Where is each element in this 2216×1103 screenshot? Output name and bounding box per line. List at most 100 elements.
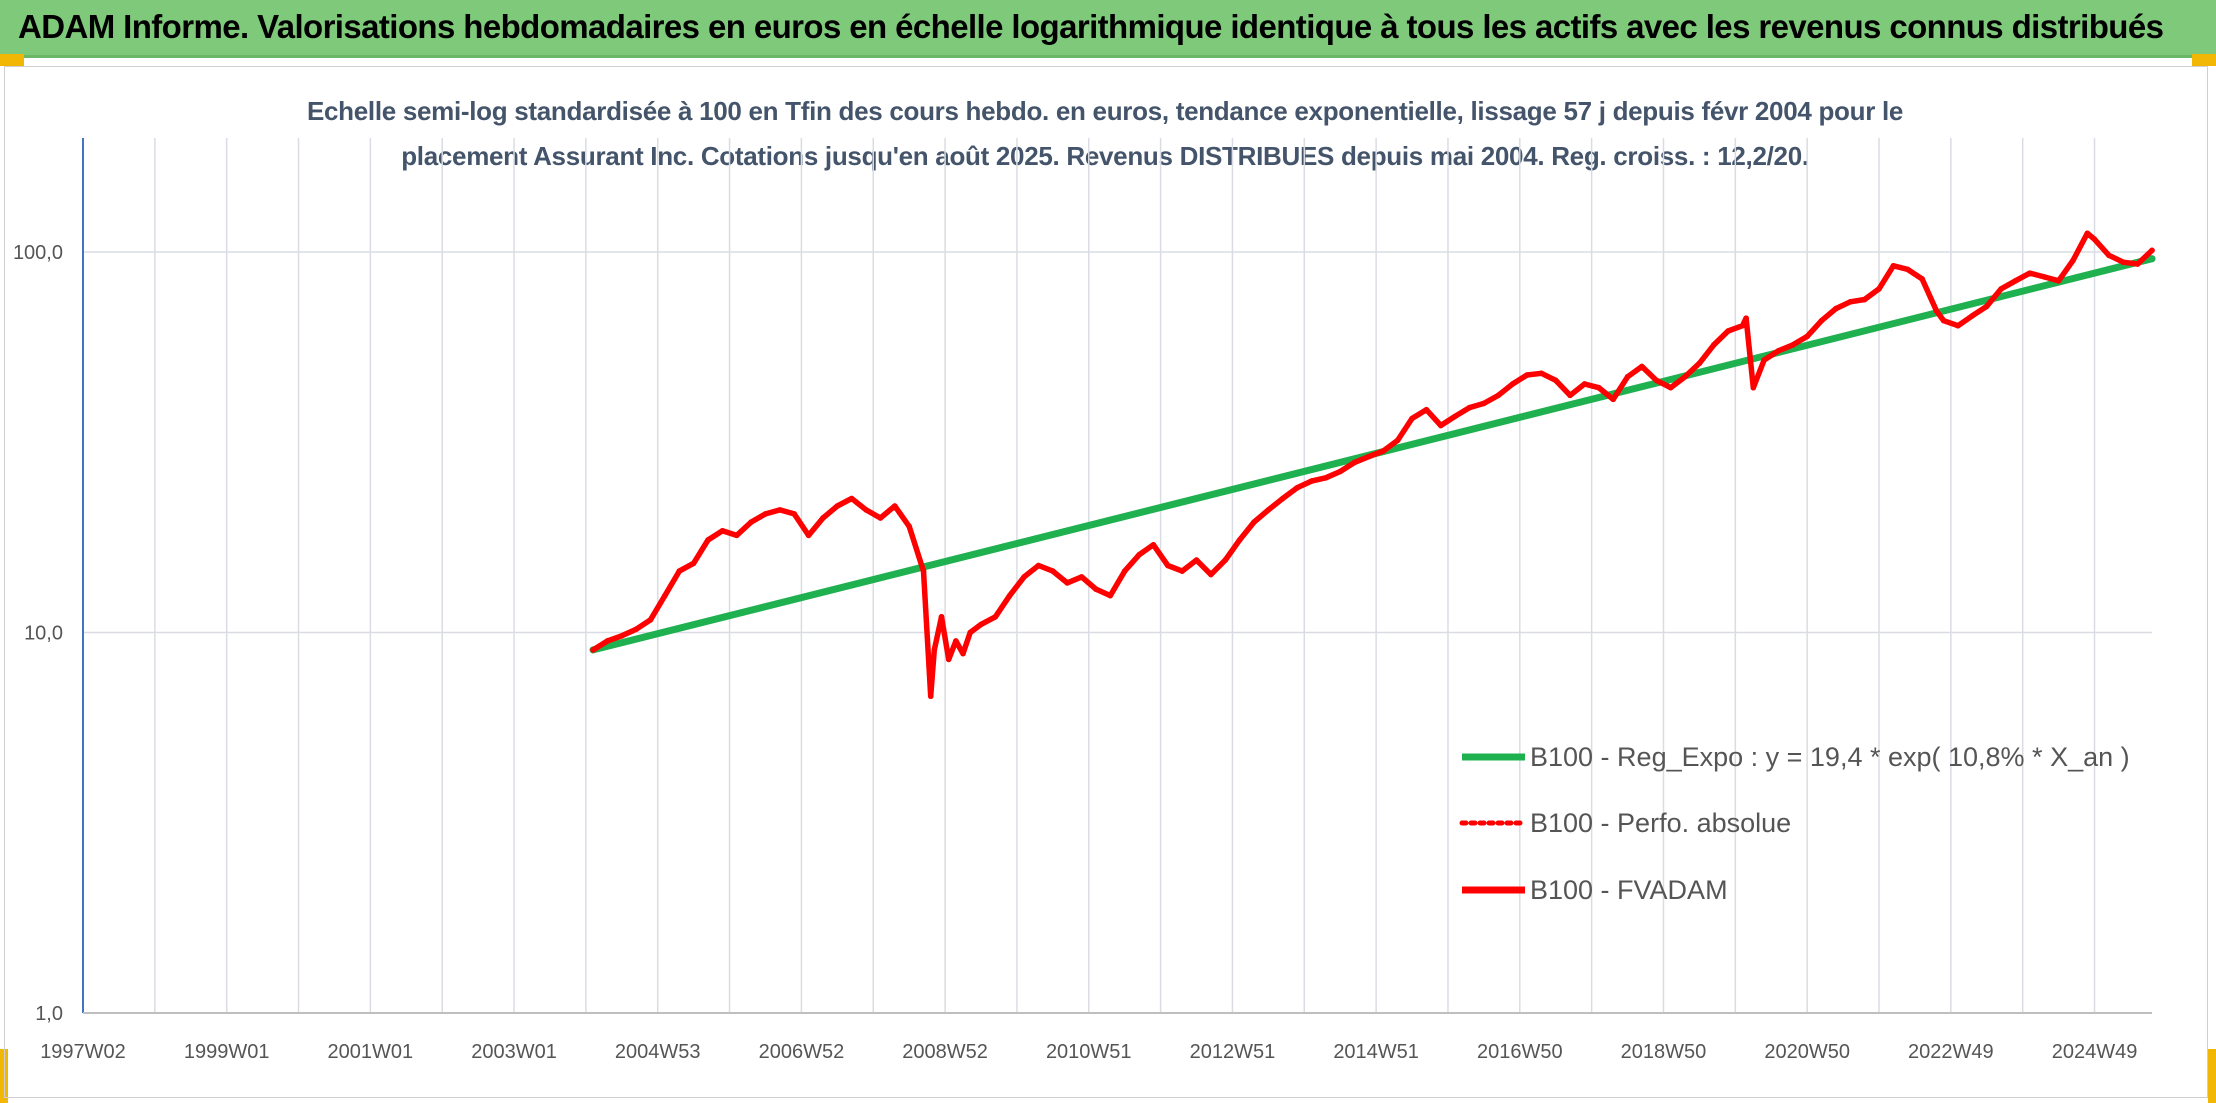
fvadam-point <box>1251 519 1257 525</box>
fvadam-point <box>1265 507 1272 513</box>
fvadam-point <box>1495 392 1502 399</box>
fvadam-point <box>748 519 754 525</box>
fvadam-point <box>992 613 999 620</box>
fvadam-point <box>820 515 826 521</box>
fvadam-point <box>1294 485 1300 491</box>
fvadam-point <box>1581 381 1588 387</box>
fvadam-point <box>2120 259 2127 266</box>
fvadam-point <box>791 511 798 517</box>
x-tick-label: 2024W49 <box>2052 1041 2138 1063</box>
fvadam-point <box>2149 247 2155 254</box>
fvadam-point <box>1739 322 1746 329</box>
fvadam-point <box>891 503 898 509</box>
x-tick-label: 2016W50 <box>1477 1041 1563 1063</box>
fvadam-point <box>1035 562 1042 569</box>
fvadam-point <box>647 616 654 623</box>
fvadam-point <box>1481 400 1487 407</box>
fvadam-point <box>1743 315 1749 321</box>
legend-entry-label: B100 - Reg_Expo : y = 19,4 * exp( 10,8% … <box>1530 742 2130 772</box>
fvadam-point <box>1409 415 1415 422</box>
fvadam-point <box>1624 373 1631 380</box>
x-tick-label: 2018W50 <box>1621 1041 1707 1063</box>
fvadam-point <box>1833 305 1839 312</box>
fvadam-point <box>1955 322 1961 329</box>
chart-title-line-1: Echelle semi-log standardisée à 100 en T… <box>306 96 1904 126</box>
fvadam-point <box>2012 278 2019 284</box>
fvadam-point <box>1761 357 1767 363</box>
fvadam-point <box>906 523 912 530</box>
fvadam-point <box>1818 317 1825 324</box>
y-tick-label: 10,0 <box>24 623 63 645</box>
x-tick-label: 2012W51 <box>1190 1041 1276 1063</box>
fvadam-point <box>1610 396 1616 403</box>
fvadam-point <box>1552 377 1559 384</box>
fvadam-point <box>2055 278 2062 284</box>
corner-handle-top-right <box>2192 54 2216 66</box>
legend-entry-label: B100 - FVADAM <box>1530 875 1728 905</box>
fvadam-point <box>1682 373 1688 380</box>
regression-point <box>2148 255 2156 263</box>
fvadam-point <box>877 515 884 521</box>
fvadam-point <box>1050 568 1056 574</box>
fvadam-point <box>1093 586 1099 592</box>
fvadam-point <box>1998 286 2004 292</box>
fvadam-point <box>1639 363 1645 370</box>
fvadam-point <box>1021 574 1027 580</box>
fvadam-point <box>1150 542 1157 548</box>
fvadam-point <box>1538 370 1545 377</box>
y-tick-label: 1,0 <box>35 1003 63 1025</box>
fvadam-point <box>1308 478 1315 484</box>
fvadam-point <box>1653 377 1660 384</box>
fvadam-point <box>1804 333 1810 340</box>
y-tick-label: 100,0 <box>13 242 63 264</box>
x-tick-label: 1997W02 <box>40 1041 126 1063</box>
fvadam-point <box>2084 230 2091 237</box>
fvadam-point <box>719 528 726 534</box>
fvadam-point <box>633 626 639 633</box>
corner-handle-top-left <box>0 54 24 66</box>
fvadam-point <box>1351 459 1358 466</box>
fvadam-point <box>1006 592 1013 599</box>
x-tick-label: 2004W53 <box>615 1041 701 1063</box>
fvadam-point <box>1121 568 1128 574</box>
fvadam-point <box>1861 296 1868 303</box>
fvadam-point <box>1208 571 1214 578</box>
fvadam-point <box>1904 266 1911 273</box>
fvadam-point <box>931 647 938 653</box>
corner-handle-bottom-right <box>2208 1049 2216 1103</box>
fvadam-point <box>920 568 927 574</box>
fvadam-point <box>676 568 683 574</box>
x-tick-label: 2006W52 <box>759 1041 845 1063</box>
fvadam-point <box>762 511 769 517</box>
fvadam-point <box>705 537 711 543</box>
fvadam-point <box>805 532 812 539</box>
x-tick-label: 2008W52 <box>902 1041 988 1063</box>
x-tick-label: 2010W51 <box>1046 1041 1132 1063</box>
fvadam-point <box>1394 437 1401 444</box>
fvadam-point <box>1193 557 1200 563</box>
fvadam-point <box>1078 574 1085 580</box>
fvadam-point <box>967 629 974 636</box>
fvadam-point <box>604 638 611 644</box>
fvadam-point <box>1136 552 1142 558</box>
fvadam-point <box>2106 252 2112 259</box>
fvadam-point <box>2070 257 2076 264</box>
x-tick-label: 2014W51 <box>1333 1041 1419 1063</box>
x-tick-label: 2022W49 <box>1908 1041 1994 1063</box>
tick-labels: 1,0 10,0 100,0 1997W02 1999W01 2001W01 2003W01… <box>13 242 2137 1063</box>
legend: B100 - Reg_Expo : y = 19,4 * exp( 10,8% … <box>1459 742 2130 905</box>
fvadam-point <box>1847 298 1854 305</box>
fvadam-point <box>1423 406 1430 413</box>
fvadam-point <box>1696 360 1703 367</box>
x-tick-label: 1999W01 <box>184 1041 270 1063</box>
x-tick-label: 2020W50 <box>1764 1041 1850 1063</box>
fvadam-point <box>2041 274 2048 280</box>
fvadam-point <box>1969 312 1976 319</box>
fvadam-point <box>1366 453 1372 460</box>
fvadam-point <box>619 633 625 639</box>
gridlines <box>82 138 2152 1014</box>
fvadam-point <box>1919 276 1925 282</box>
fvadam-point <box>1323 475 1329 481</box>
fvadam-point <box>2134 261 2141 267</box>
